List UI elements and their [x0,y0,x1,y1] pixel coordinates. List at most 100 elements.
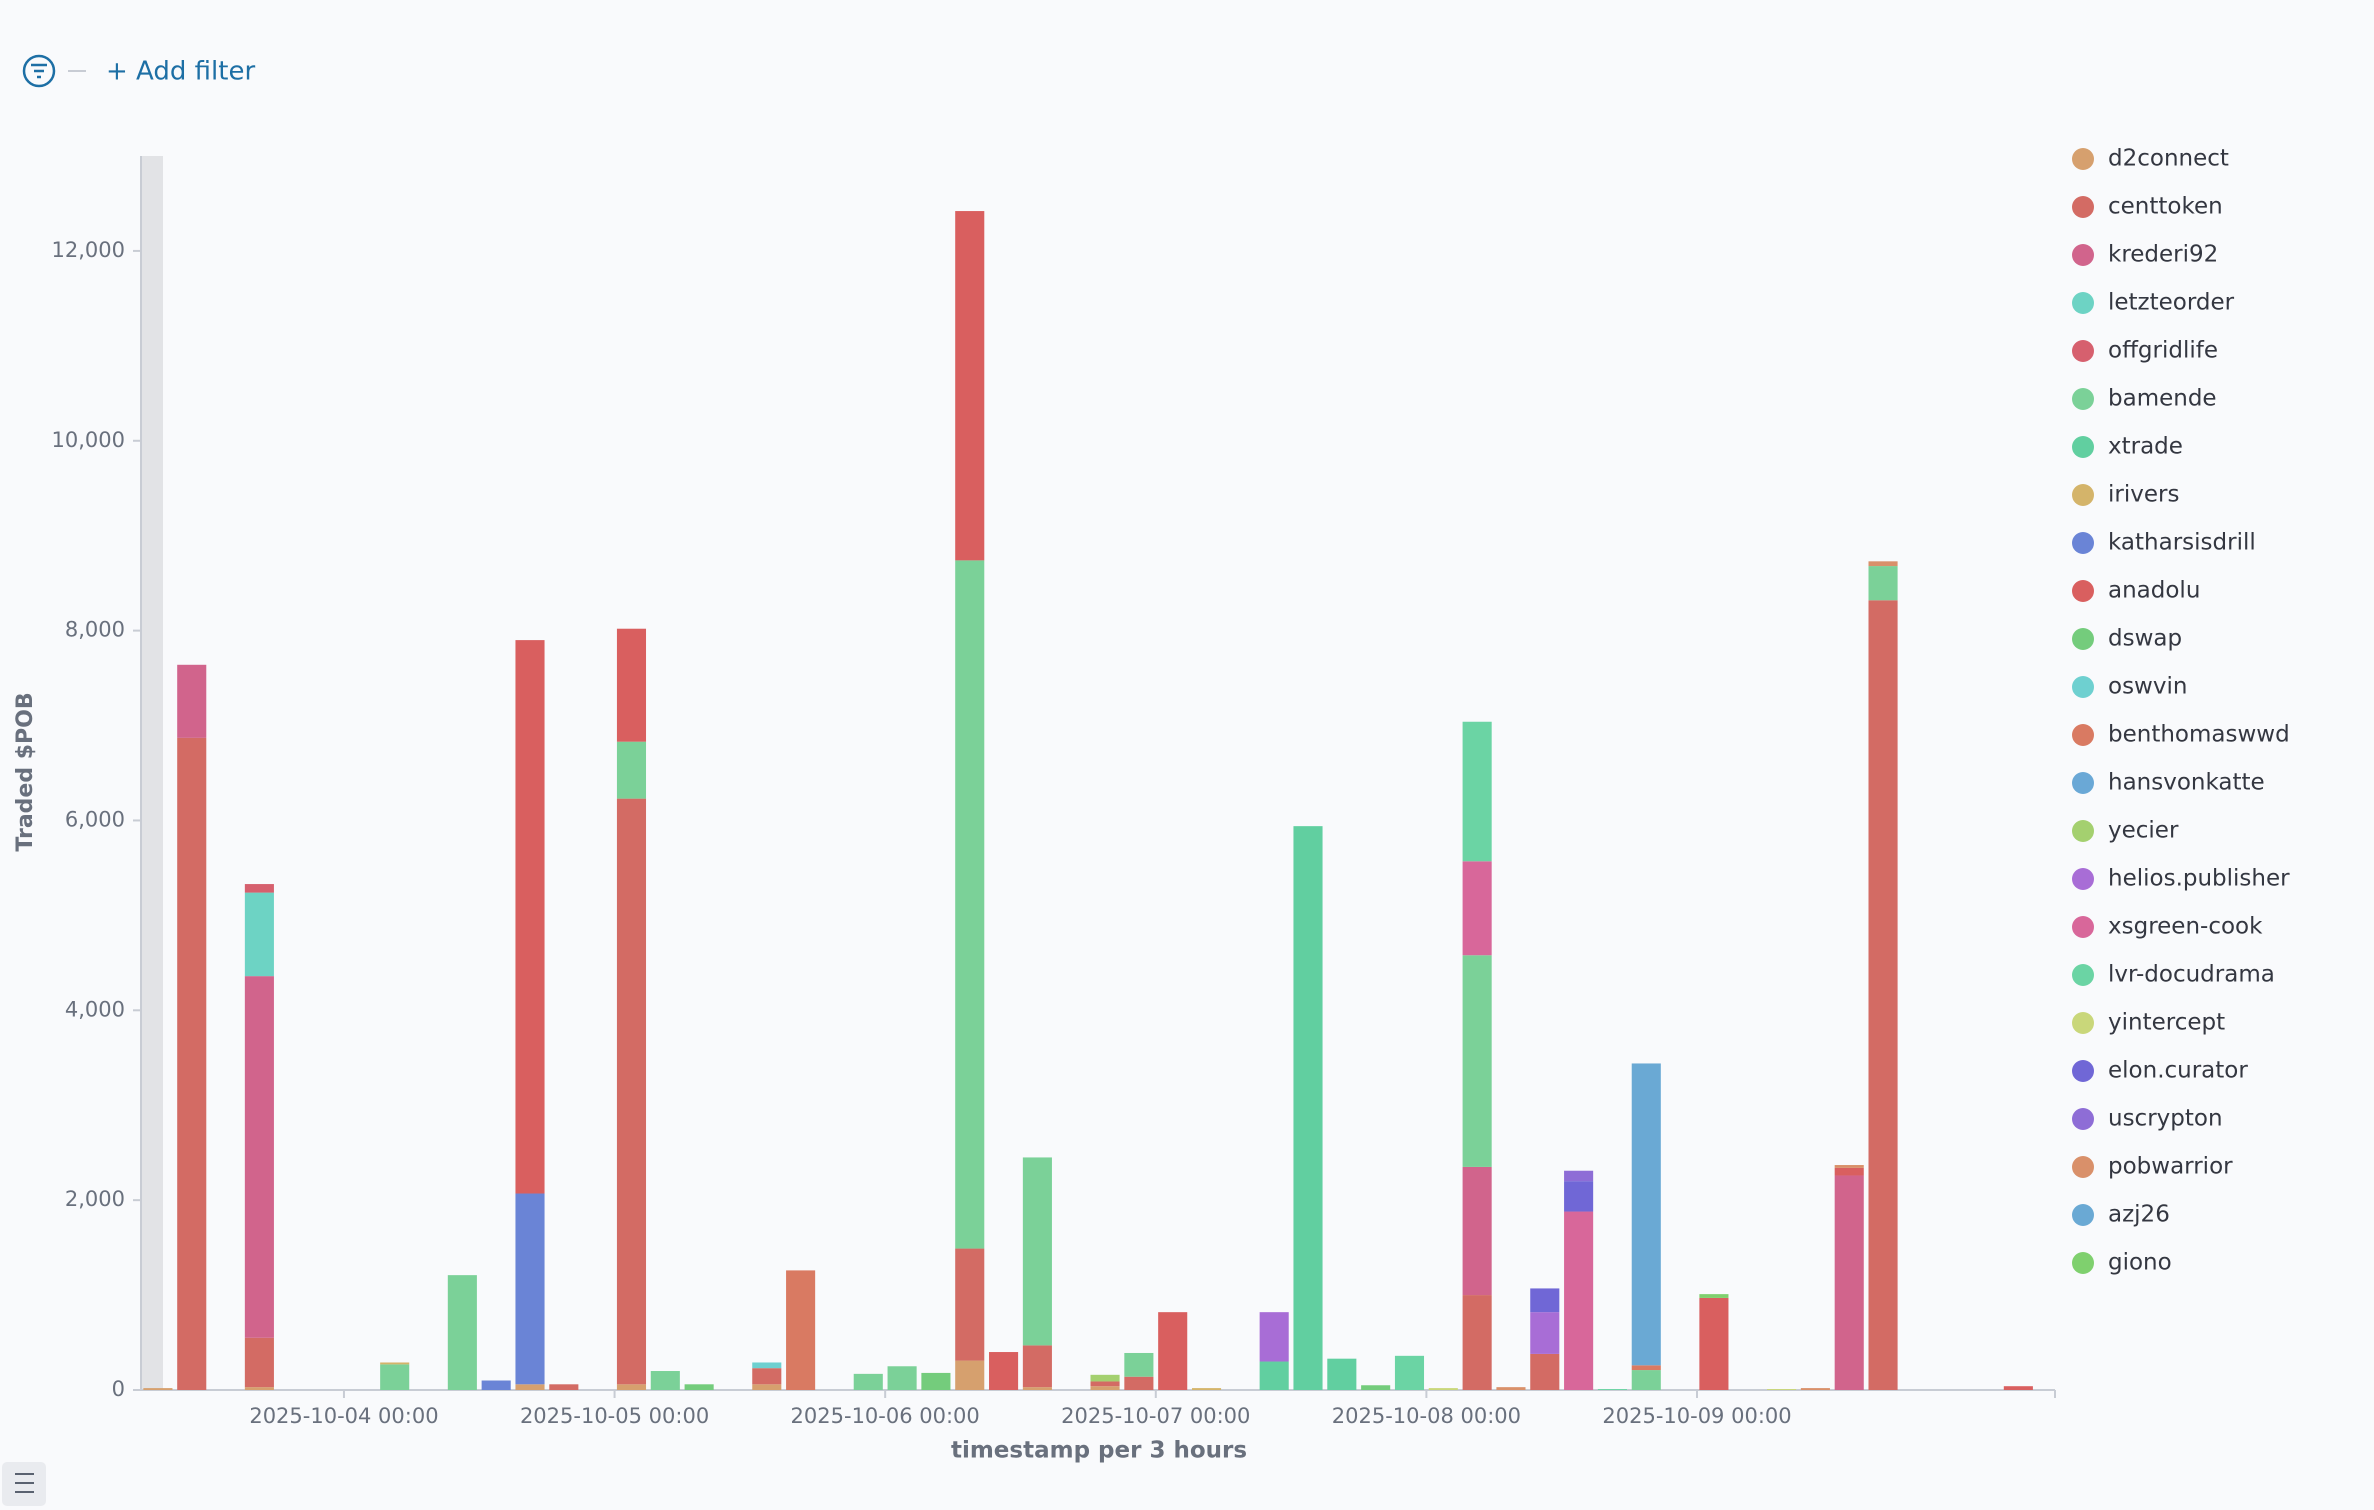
legend-label[interactable]: pobwarrior [2108,1154,2233,1180]
legend-swatch[interactable] [2072,1204,2094,1226]
legend-swatch[interactable] [2072,820,2094,842]
legend-label[interactable]: yintercept [2108,1010,2225,1036]
bar-segment[interactable] [1361,1385,1391,1390]
bar-segment[interactable] [549,1384,579,1390]
bar-segment[interactable] [1564,1170,1594,1182]
bar-segment[interactable] [244,976,274,1338]
bar-segment[interactable] [1868,566,1898,601]
bar-segment[interactable] [887,1366,917,1390]
legend-swatch[interactable] [2072,772,2094,794]
legend-swatch[interactable] [2072,724,2094,746]
legend-label[interactable]: centtoken [2108,194,2223,220]
bar-segment[interactable] [616,1384,647,1390]
bar-segment[interactable] [244,1387,274,1390]
bar-segment[interactable] [921,1372,951,1390]
bar-segment[interactable] [1462,955,1492,1167]
legend-swatch[interactable] [2072,436,2094,458]
legend-label[interactable]: benthomaswwd [2108,722,2290,748]
bar-segment[interactable] [515,1193,545,1385]
bar-segment[interactable] [752,1362,782,1369]
bar-segment[interactable] [447,1275,477,1390]
bar-segment[interactable] [1767,1389,1797,1390]
legend-swatch[interactable] [2072,916,2094,938]
legend-label[interactable]: anadolu [2108,578,2200,604]
legend-swatch[interactable] [2072,1060,2094,1082]
legend-swatch[interactable] [2072,388,2094,410]
bar-segment[interactable] [616,628,647,742]
legend-swatch[interactable] [2072,340,2094,362]
legend-label[interactable]: dswap [2108,626,2182,652]
bar-segment[interactable] [1631,1063,1661,1366]
legend-swatch[interactable] [2072,676,2094,698]
bar-segment[interactable] [1699,1297,1729,1390]
bar-segment[interactable] [1124,1352,1154,1377]
bar-segment[interactable] [1022,1157,1052,1346]
bar-segment[interactable] [515,640,545,1194]
bar-segment[interactable] [1530,1353,1560,1390]
legend-swatch[interactable] [2072,868,2094,890]
legend-label[interactable]: lvr-docudrama [2108,962,2275,988]
bar-segment[interactable] [955,1248,985,1361]
bar-segment[interactable] [955,1360,985,1390]
bar-segment[interactable] [1158,1312,1188,1390]
bar-segment[interactable] [1834,1165,1864,1168]
legend-swatch[interactable] [2072,484,2094,506]
filter-icon[interactable] [22,54,56,88]
bar-segment[interactable] [1124,1376,1154,1390]
bar-segment[interactable] [515,1384,545,1390]
bar-segment[interactable] [1564,1181,1594,1212]
legend-label[interactable]: azj26 [2108,1202,2170,1228]
bar-segment[interactable] [1259,1312,1289,1362]
legend-swatch[interactable] [2072,244,2094,266]
legend-swatch[interactable] [2072,1156,2094,1178]
legend-label[interactable]: offgridlife [2108,338,2218,364]
bar-segment[interactable] [481,1380,511,1390]
bar-segment[interactable] [1834,1175,1864,1390]
legend-label[interactable]: giono [2108,1250,2172,1276]
bar-segment[interactable] [1530,1288,1560,1313]
legend-swatch[interactable] [2072,292,2094,314]
bar-segment[interactable] [177,664,207,738]
bar-segment[interactable] [1191,1388,1222,1390]
legend-label[interactable]: xsgreen-cook [2108,914,2263,940]
bar-segment[interactable] [1462,1295,1492,1390]
bar-segment[interactable] [684,1384,714,1390]
bar-segment[interactable] [1090,1386,1120,1390]
legend-label[interactable]: uscrypton [2108,1106,2223,1132]
bar-segment[interactable] [955,211,985,561]
bar-segment[interactable] [989,1352,1019,1390]
bar-segment[interactable] [752,1368,782,1385]
legend-label[interactable]: irivers [2108,482,2179,508]
bar-segment[interactable] [2003,1386,2033,1390]
bar-segment[interactable] [650,1371,680,1390]
bar-segment[interactable] [244,1337,274,1388]
legend-swatch[interactable] [2072,1012,2094,1034]
bar-segment[interactable] [1022,1387,1052,1390]
legend-swatch[interactable] [2072,148,2094,170]
bar-segment[interactable] [1597,1389,1627,1390]
legend-label[interactable]: yecier [2108,818,2179,844]
legend-label[interactable]: bamende [2108,386,2217,412]
legend-label[interactable]: d2connect [2108,146,2229,172]
bar-segment[interactable] [1022,1345,1052,1388]
legend-label[interactable]: xtrade [2108,434,2183,460]
bar-segment[interactable] [752,1384,782,1390]
legend-swatch[interactable] [2072,196,2094,218]
bar-segment[interactable] [616,741,647,799]
bar-segment[interactable] [1868,561,1898,567]
bar-segment[interactable] [1462,1166,1492,1296]
legend-label[interactable]: letzteorder [2108,290,2235,316]
bar-segment[interactable] [1327,1358,1357,1390]
bar-segment[interactable] [1428,1388,1458,1390]
bar-segment[interactable] [1462,861,1492,956]
add-filter-button[interactable]: + Add filter [106,57,255,87]
legend-swatch[interactable] [2072,532,2094,554]
legend-swatch[interactable] [2072,964,2094,986]
bar-segment[interactable] [616,798,647,1385]
legend-swatch[interactable] [2072,1108,2094,1130]
legend-label[interactable]: oswvin [2108,674,2187,700]
bar-segment[interactable] [955,560,985,1249]
bar-segment[interactable] [1631,1370,1661,1390]
bar-segment[interactable] [1631,1365,1661,1371]
bar-segment[interactable] [1259,1361,1289,1390]
